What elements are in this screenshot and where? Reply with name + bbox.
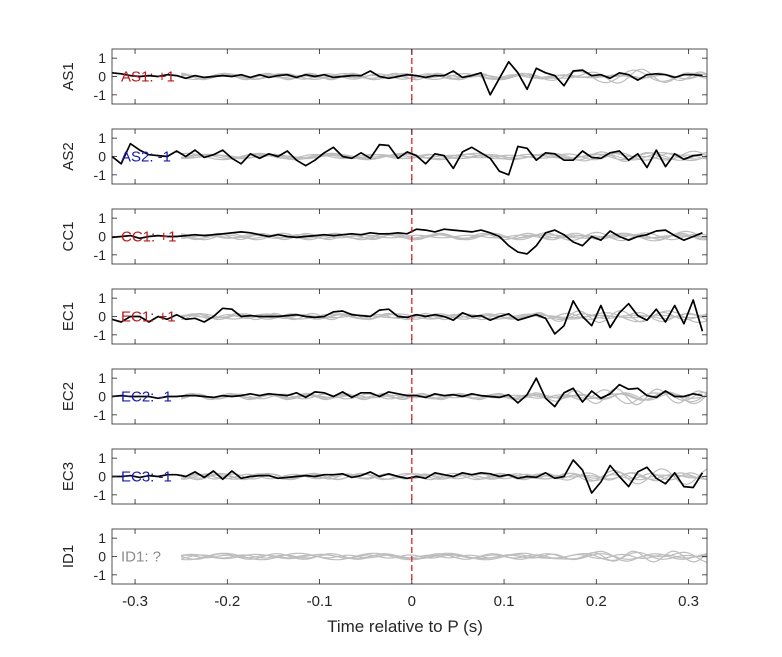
- gray-trace: [181, 391, 708, 401]
- y-tick-label: 0: [98, 549, 106, 565]
- x-tick-label: 0.2: [586, 593, 607, 610]
- y-axis-label: ID1: [60, 545, 77, 568]
- trace-ec2: [111, 377, 703, 408]
- y-axis-label: AS2: [60, 142, 77, 170]
- y-axis-label: EC3: [60, 462, 77, 491]
- polarity-label: EC3: -1: [121, 469, 172, 486]
- panel-id1: 1 0 -1 ID1 ID1: ?: [60, 528, 708, 585]
- trace-ec1: [111, 299, 704, 335]
- panel-ec2: 1 0 -1 EC2 EC2: -1: [60, 368, 708, 425]
- y-tick-label: -1: [94, 87, 107, 103]
- y-tick-label: 1: [98, 530, 106, 546]
- x-tick-label: -0.3: [122, 593, 148, 610]
- y-tick-label: -1: [94, 247, 107, 263]
- polarity-label: ID1: ?: [121, 549, 161, 566]
- y-axis-label: EC2: [60, 382, 77, 411]
- gray-trace: [181, 550, 708, 563]
- polarity-label: CC1: +1: [121, 229, 176, 246]
- y-tick-label: 0: [98, 309, 106, 325]
- y-tick-label: 1: [98, 210, 106, 226]
- y-tick-label: -1: [94, 567, 107, 583]
- gray-trace: [181, 468, 708, 485]
- y-axis-label: CC1: [60, 221, 77, 251]
- y-tick-label: 1: [98, 130, 106, 146]
- trace-cc1: [111, 228, 703, 255]
- gray-trace: [181, 73, 708, 80]
- y-tick-label: 0: [98, 389, 106, 405]
- x-tick-label: -0.1: [307, 593, 333, 610]
- x-tick-label: 0.1: [494, 593, 515, 610]
- y-tick-label: 1: [98, 50, 106, 66]
- y-tick-label: -1: [94, 167, 107, 183]
- y-tick-label: -1: [94, 327, 107, 343]
- trace-ec3: [112, 459, 704, 494]
- panel-cc1: 1 0 -1 CC1 CC1: +1: [60, 208, 708, 265]
- y-tick-label: 0: [98, 69, 106, 85]
- y-tick-label: 0: [98, 229, 106, 245]
- y-tick-label: 0: [98, 149, 106, 165]
- gray-trace: [181, 553, 708, 560]
- panel-as2: 1 0 -1 AS2 AS2: -1: [60, 128, 708, 185]
- axes-box: [111, 528, 708, 585]
- y-tick-label: -1: [94, 487, 107, 503]
- panel-ec3: 1 0 -1 EC3 EC3: -1: [60, 448, 708, 505]
- polarity-label: EC2: -1: [121, 389, 172, 406]
- polarity-label: AS2: -1: [121, 149, 171, 166]
- x-tick-label: 0: [408, 593, 416, 610]
- trace-as2: [111, 142, 703, 176]
- x-axis-label: Time relative to P (s): [327, 617, 483, 636]
- y-tick-label: -1: [94, 407, 107, 423]
- y-tick-label: 0: [98, 469, 106, 485]
- x-tick-label: -0.2: [214, 593, 240, 610]
- y-tick-label: 1: [98, 370, 106, 386]
- panel-as1: 1 0 -1 AS1 AS1: +1: [60, 48, 708, 105]
- panels: 1 0 -1 AS1 AS1: +1 1 0 -1 AS2 AS2: -1 1 0 -1 CC1 CC1: …: [60, 48, 708, 610]
- gray-trace: [181, 69, 708, 84]
- trace-as1: [111, 60, 703, 96]
- polarity-label: AS1: +1: [121, 69, 175, 86]
- polarity-label: EC1: +1: [121, 309, 176, 326]
- y-tick-label: 1: [98, 450, 106, 466]
- x-tick-label: 0.3: [678, 593, 699, 610]
- y-axis-label: AS1: [60, 62, 77, 90]
- y-tick-label: 1: [98, 290, 106, 306]
- y-axis-label: EC1: [60, 302, 77, 331]
- panel-ec1: 1 0 -1 EC1 EC1: +1: [60, 288, 708, 345]
